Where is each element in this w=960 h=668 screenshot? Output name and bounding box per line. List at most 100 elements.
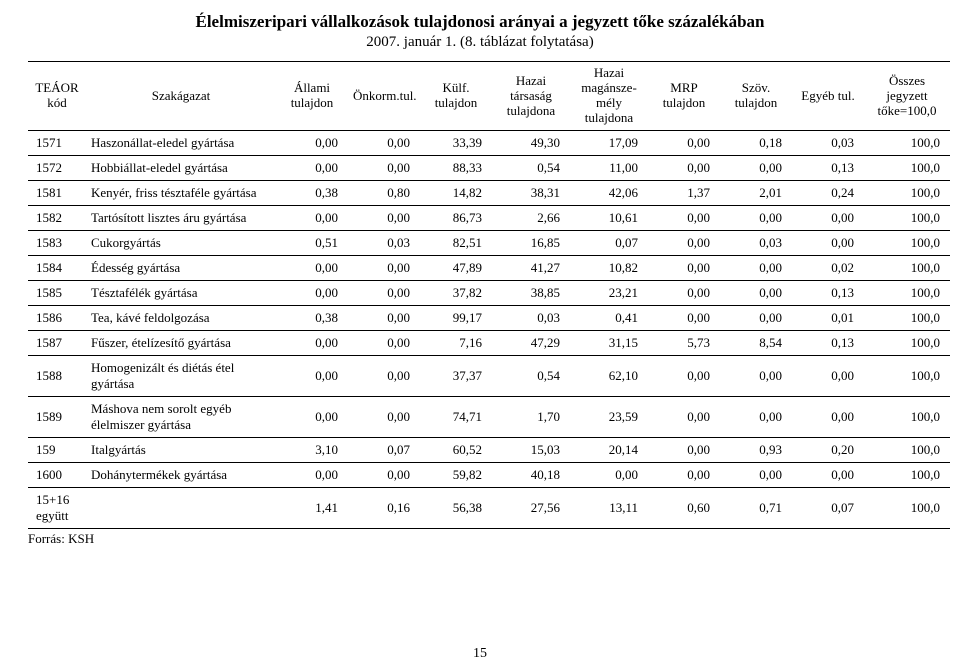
cell-value: 0,00 <box>648 256 720 281</box>
cell-value: 88,33 <box>420 156 492 181</box>
cell-value: 0,03 <box>720 231 792 256</box>
col-other: Egyéb tul. <box>792 62 864 131</box>
cell-sector: Fűszer, ételízesítő gyártása <box>86 331 276 356</box>
cell-value: 0,07 <box>570 231 648 256</box>
cell-value: 16,85 <box>492 231 570 256</box>
cell-value: 0,00 <box>276 256 348 281</box>
cell-value: 100,0 <box>864 356 950 397</box>
cell-value: 0,16 <box>348 488 420 529</box>
cell-value: 62,10 <box>570 356 648 397</box>
cell-code: 1588 <box>28 356 86 397</box>
col-sector: Szakágazat <box>86 62 276 131</box>
cell-code: 1571 <box>28 131 86 156</box>
cell-value: 0,60 <box>648 488 720 529</box>
cell-value: 0,00 <box>792 397 864 438</box>
cell-value: 0,00 <box>720 306 792 331</box>
cell-value: 0,00 <box>276 463 348 488</box>
cell-value: 0,00 <box>348 206 420 231</box>
cell-value: 100,0 <box>864 463 950 488</box>
table-row: 1571Haszonállat-eledel gyártása0,000,003… <box>28 131 950 156</box>
cell-value: 3,10 <box>276 438 348 463</box>
table-header: TEÁOR kód Szakágazat Állami tulajdon Önk… <box>28 62 950 131</box>
cell-value: 99,17 <box>420 306 492 331</box>
col-domind: Hazai magánsze-mély tulajdona <box>570 62 648 131</box>
cell-value: 100,0 <box>864 488 950 529</box>
cell-value: 37,82 <box>420 281 492 306</box>
col-muni: Önkorm.tul. <box>348 62 420 131</box>
cell-value: 2,66 <box>492 206 570 231</box>
cell-value: 11,00 <box>570 156 648 181</box>
cell-value: 0,00 <box>648 231 720 256</box>
cell-value: 47,89 <box>420 256 492 281</box>
cell-value: 0,71 <box>720 488 792 529</box>
cell-value: 82,51 <box>420 231 492 256</box>
cell-value: 0,00 <box>792 356 864 397</box>
cell-value: 0,00 <box>348 356 420 397</box>
cell-value: 0,07 <box>792 488 864 529</box>
cell-value: 27,56 <box>492 488 570 529</box>
cell-value: 0,00 <box>348 397 420 438</box>
cell-value: 23,59 <box>570 397 648 438</box>
cell-value: 100,0 <box>864 156 950 181</box>
col-foreign: Külf. tulajdon <box>420 62 492 131</box>
cell-value: 0,00 <box>348 306 420 331</box>
cell-value: 0,13 <box>792 281 864 306</box>
cell-value: 0,24 <box>792 181 864 206</box>
table-row: 1600Dohánytermékek gyártása0,000,0059,82… <box>28 463 950 488</box>
cell-value: 0,00 <box>276 156 348 181</box>
cell-value: 10,82 <box>570 256 648 281</box>
cell-value: 0,00 <box>348 281 420 306</box>
cell-value: 17,09 <box>570 131 648 156</box>
cell-value: 0,00 <box>348 331 420 356</box>
cell-value: 100,0 <box>864 256 950 281</box>
cell-value: 0,80 <box>348 181 420 206</box>
col-domcorp: Hazai társaság tulajdona <box>492 62 570 131</box>
page-subtitle: 2007. január 1. (8. táblázat folytatása) <box>28 34 932 51</box>
cell-value: 38,85 <box>492 281 570 306</box>
cell-sector: Kenyér, friss tésztaféle gyártása <box>86 181 276 206</box>
cell-value: 0,41 <box>570 306 648 331</box>
cell-code: 1600 <box>28 463 86 488</box>
cell-value: 0,02 <box>792 256 864 281</box>
col-mrp: MRP tulajdon <box>648 62 720 131</box>
cell-code: 15+16 együtt <box>28 488 86 529</box>
document-page: Élelmiszeripari vállalkozások tulajdonos… <box>0 0 960 668</box>
col-coop: Szöv. tulajdon <box>720 62 792 131</box>
cell-value: 56,38 <box>420 488 492 529</box>
cell-value: 33,39 <box>420 131 492 156</box>
cell-value: 0,18 <box>720 131 792 156</box>
cell-value: 100,0 <box>864 181 950 206</box>
cell-value: 0,38 <box>276 181 348 206</box>
cell-value: 100,0 <box>864 306 950 331</box>
cell-value: 0,00 <box>720 156 792 181</box>
cell-sector: Homogenizált és diétás étel gyártása <box>86 356 276 397</box>
cell-value: 0,00 <box>276 356 348 397</box>
cell-value: 1,37 <box>648 181 720 206</box>
cell-value: 38,31 <box>492 181 570 206</box>
cell-value: 0,00 <box>348 256 420 281</box>
cell-value: 74,71 <box>420 397 492 438</box>
cell-value: 100,0 <box>864 131 950 156</box>
table-row: 15+16 együtt1,410,1656,3827,5613,110,600… <box>28 488 950 529</box>
table-row: 1581Kenyér, friss tésztaféle gyártása0,3… <box>28 181 950 206</box>
cell-value: 41,27 <box>492 256 570 281</box>
cell-value: 2,01 <box>720 181 792 206</box>
cell-sector: Hobbiállat-eledel gyártása <box>86 156 276 181</box>
cell-value: 31,15 <box>570 331 648 356</box>
cell-code: 1589 <box>28 397 86 438</box>
cell-value: 20,14 <box>570 438 648 463</box>
col-code: TEÁOR kód <box>28 62 86 131</box>
cell-value: 0,00 <box>648 438 720 463</box>
cell-value: 0,00 <box>276 331 348 356</box>
cell-value: 100,0 <box>864 438 950 463</box>
table-row: 1589Máshova nem sorolt egyéb élelmiszer … <box>28 397 950 438</box>
cell-value: 0,00 <box>648 397 720 438</box>
cell-value: 100,0 <box>864 331 950 356</box>
cell-code: 1585 <box>28 281 86 306</box>
cell-value: 0,13 <box>792 331 864 356</box>
cell-value: 0,13 <box>792 156 864 181</box>
cell-value: 1,70 <box>492 397 570 438</box>
cell-sector: Édesség gyártása <box>86 256 276 281</box>
page-number: 15 <box>0 646 960 662</box>
cell-value: 0,00 <box>570 463 648 488</box>
